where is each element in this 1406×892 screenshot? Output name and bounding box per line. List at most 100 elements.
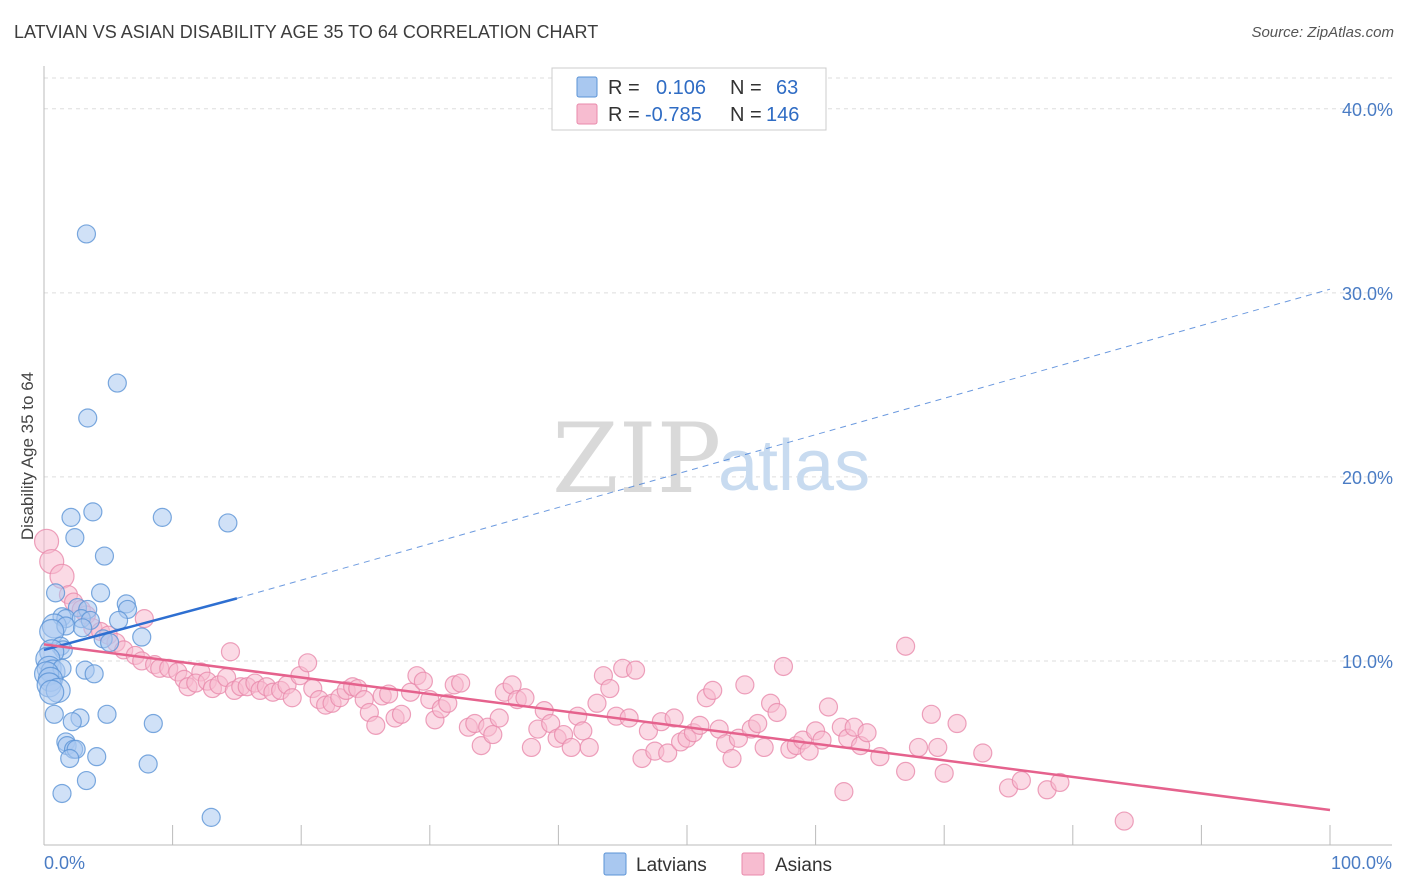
chart-title: LATVIAN VS ASIAN DISABILITY AGE 35 TO 64…	[14, 22, 599, 42]
asian-point	[521, 737, 541, 758]
series-legend-swatch-asians	[741, 852, 765, 876]
y-tick-label: 40.0%	[1342, 100, 1393, 120]
latvian-point	[107, 373, 127, 393]
latvian-point	[132, 627, 152, 647]
asian-point	[1114, 811, 1134, 831]
latvian-point	[218, 513, 238, 533]
watermark-atlas: atlas	[718, 426, 870, 506]
y-tick-label: 30.0%	[1342, 284, 1393, 304]
asian-point	[391, 704, 412, 724]
latvians-points	[33, 224, 238, 827]
latvian-point	[152, 507, 172, 527]
y-tick-label: 20.0%	[1342, 468, 1393, 488]
asians-points	[33, 528, 1134, 831]
legend-r-value-asians: -0.785	[645, 104, 702, 126]
asian-point	[561, 737, 581, 758]
asian-point	[471, 736, 491, 756]
latvian-point	[44, 704, 64, 724]
asian-point	[896, 636, 916, 656]
latvian-point	[83, 502, 103, 522]
asian-point	[413, 671, 433, 691]
asian-point	[438, 693, 458, 713]
correlation-legend: R = 0.106 N = 63 R = -0.785 N = 146	[551, 67, 827, 131]
asian-point	[489, 708, 509, 728]
asian-point	[773, 656, 794, 677]
series-legend: Latvians Asians	[603, 852, 832, 876]
legend-r-label-latvians: R =	[608, 77, 640, 99]
asian-point	[735, 675, 755, 695]
asian-point	[451, 673, 471, 693]
latvian-point	[60, 748, 80, 769]
latvian-point	[78, 408, 98, 428]
asian-point	[600, 678, 620, 699]
legend-r-label-asians: R =	[608, 104, 640, 126]
asian-point	[625, 660, 646, 680]
asian-point	[366, 715, 386, 735]
asian-point	[722, 748, 742, 769]
legend-swatch-latvians	[576, 76, 598, 98]
asian-point	[908, 737, 929, 758]
series-legend-swatch-latvians	[603, 852, 627, 876]
watermark: ZIP atlas	[552, 403, 870, 515]
latvian-point	[76, 770, 97, 791]
latvian-point	[84, 664, 104, 684]
latvians-trend-extension	[236, 288, 1331, 599]
legend-r-value-latvians: 0.106	[656, 77, 706, 99]
grid-layer	[44, 77, 1392, 662]
latvian-point	[76, 224, 97, 244]
asian-point	[754, 737, 774, 758]
asian-point	[928, 737, 948, 758]
latvians-trend-line	[43, 597, 238, 652]
legend-n-label-latvians: N =	[730, 77, 762, 99]
legend-box	[551, 67, 827, 131]
asian-point	[483, 724, 503, 745]
latvian-point	[143, 713, 163, 734]
series-legend-label-asians: Asians	[775, 855, 832, 876]
x-tick-label-max: 100.0%	[1331, 853, 1392, 873]
asian-point	[579, 737, 599, 758]
legend-n-value-asians: 146	[766, 104, 799, 126]
x-tick-label-min: 0.0%	[44, 853, 85, 873]
asian-point	[658, 743, 678, 763]
asian-point	[834, 782, 854, 802]
latvian-point	[61, 507, 81, 527]
asian-point	[748, 713, 768, 734]
latvian-point	[99, 632, 120, 653]
y-axis-label: Disability Age 35 to 64	[18, 372, 37, 540]
latvian-point	[97, 704, 117, 724]
latvian-point	[94, 546, 115, 566]
latvian-point	[201, 807, 221, 827]
latvian-point	[39, 679, 65, 705]
asian-point	[973, 743, 993, 763]
watermark-zip: ZIP	[552, 403, 721, 515]
asian-point	[818, 697, 839, 717]
latvian-point	[138, 754, 158, 774]
trend-layer	[43, 288, 1331, 812]
latvian-point	[87, 747, 107, 767]
asian-point	[690, 715, 710, 735]
latvian-point	[45, 583, 66, 603]
asian-point	[934, 763, 954, 783]
chart-source: Source: ZipAtlas.com	[1251, 24, 1394, 41]
asian-point	[573, 721, 593, 741]
latvian-point	[90, 583, 111, 603]
y-tick-label: 10.0%	[1342, 652, 1393, 672]
asian-point	[767, 702, 787, 723]
axis-layer: 10.0% 20.0% 30.0% 40.0% 0.0% 100.0%	[43, 66, 1393, 873]
asian-point	[282, 688, 302, 708]
asian-point	[515, 688, 535, 708]
latvian-point	[108, 610, 129, 631]
asian-point	[1011, 770, 1031, 791]
asian-point	[664, 708, 684, 728]
y-axis-label-group: Disability Age 35 to 64	[18, 372, 37, 540]
asian-point	[220, 642, 241, 662]
asian-point	[298, 653, 318, 673]
asians-trend-line	[43, 643, 1331, 812]
latvian-point	[72, 618, 93, 638]
asian-point	[857, 723, 877, 743]
latvian-point	[62, 712, 82, 732]
asian-point	[896, 761, 916, 781]
legend-n-label-asians: N =	[730, 104, 762, 126]
legend-swatch-asians	[576, 103, 598, 125]
